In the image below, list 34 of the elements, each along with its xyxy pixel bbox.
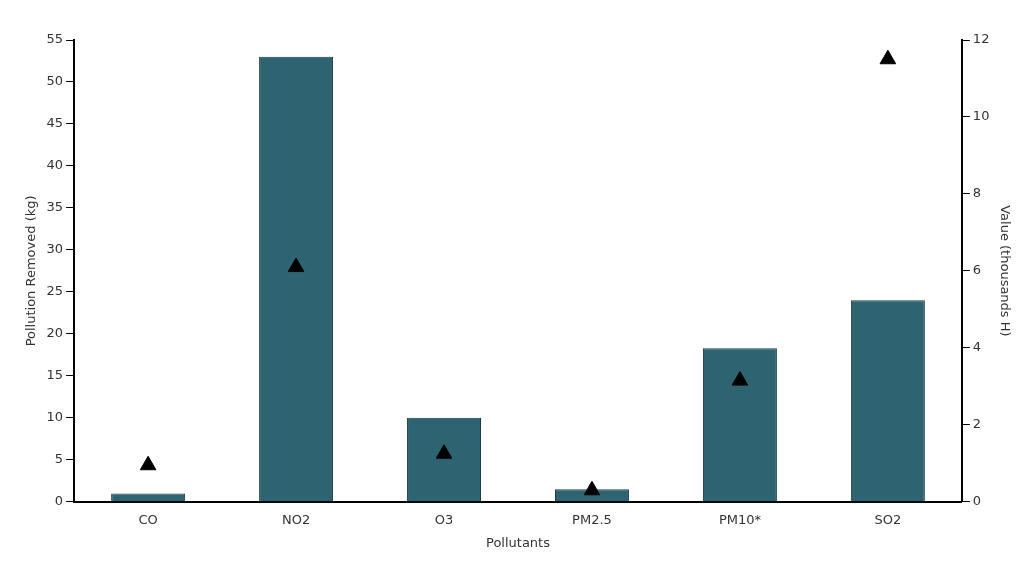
y2-tick-label: 8: [972, 185, 982, 201]
point: [583, 480, 601, 496]
y2-tick-label: 2: [972, 416, 982, 432]
y2-tick-label: 12: [972, 31, 990, 47]
y2-tick-label: 6: [972, 262, 982, 278]
y-tick-label: 30: [46, 241, 64, 257]
y-tick-label: 15: [46, 367, 64, 383]
y-tick-label: 5: [54, 451, 64, 467]
y-tick-label: 45: [46, 115, 64, 131]
x-axis-title: Pollutants: [486, 534, 551, 550]
x-tick-label: O3: [434, 511, 454, 527]
point: [879, 49, 897, 65]
point: [731, 371, 749, 386]
y-tick-label: 55: [46, 31, 64, 47]
y2-tick-label: 4: [972, 339, 982, 355]
point: [287, 257, 305, 273]
x-tick-label: PM10*: [718, 511, 762, 527]
y2-tick-label: 10: [972, 108, 990, 124]
y2-axis-title: Value (thousands H): [997, 205, 1013, 337]
x-tick-label: CO: [138, 511, 158, 527]
y2-tick-label: 0: [972, 493, 982, 509]
x-tick-label: NO2: [281, 511, 311, 527]
y-tick-label: 20: [46, 325, 64, 341]
y-tick-label: 25: [46, 283, 64, 299]
x-tick-label: SO2: [874, 511, 902, 527]
point: [139, 455, 157, 471]
y-tick-label: 40: [46, 157, 64, 173]
y-tick-label: 0: [54, 493, 64, 509]
y-tick-label: 35: [46, 199, 64, 215]
y-tick-label: 50: [46, 73, 64, 89]
y-axis-title: Pollution Removed (kg): [23, 195, 39, 347]
y-tick-label: 10: [46, 409, 64, 425]
point: [435, 444, 453, 459]
x-tick-label: PM2.5: [572, 511, 612, 527]
